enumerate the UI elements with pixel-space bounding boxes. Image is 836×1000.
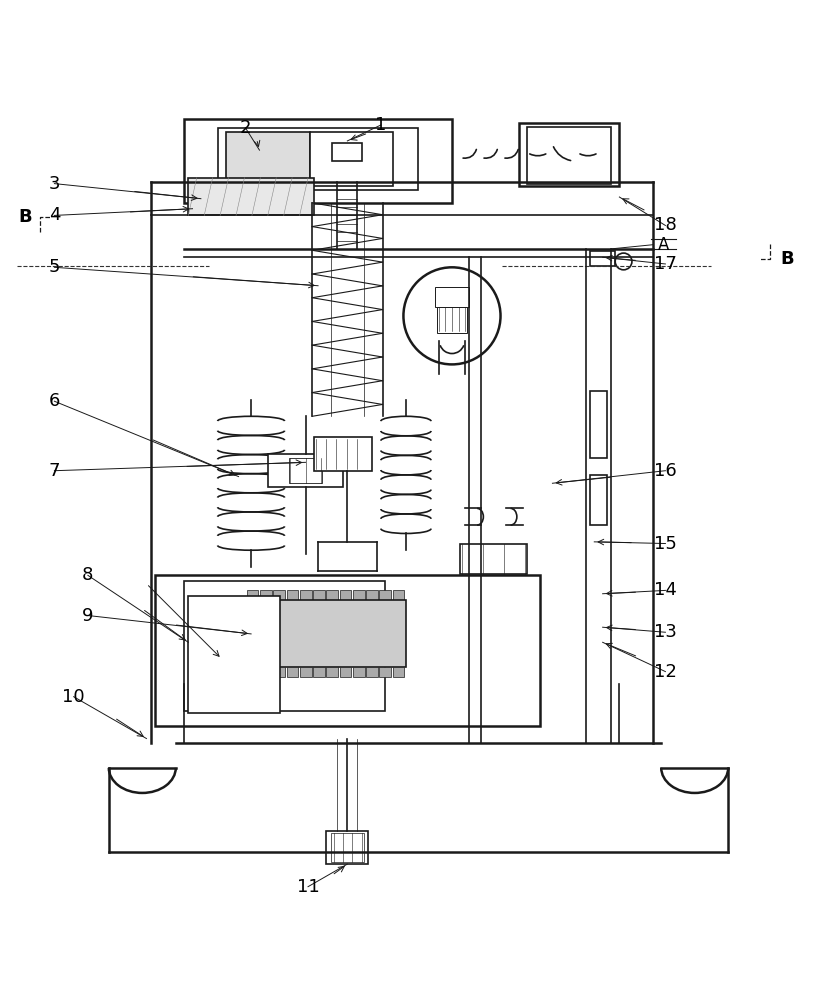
Bar bbox=[286, 590, 298, 600]
Text: 17: 17 bbox=[653, 255, 676, 273]
Bar bbox=[366, 667, 377, 677]
Bar bbox=[436, 307, 466, 333]
Bar bbox=[379, 667, 390, 677]
Bar bbox=[299, 590, 311, 600]
Bar bbox=[217, 128, 418, 190]
Text: 1: 1 bbox=[375, 116, 386, 134]
Bar bbox=[339, 590, 351, 600]
Text: 15: 15 bbox=[653, 535, 676, 553]
Text: 4: 4 bbox=[48, 206, 60, 224]
Bar bbox=[273, 667, 284, 677]
Text: 3: 3 bbox=[48, 175, 60, 193]
Bar bbox=[226, 132, 309, 186]
Text: 11: 11 bbox=[296, 878, 319, 896]
Bar bbox=[435, 287, 468, 307]
Bar bbox=[247, 667, 258, 677]
Bar bbox=[339, 667, 351, 677]
Bar bbox=[392, 667, 404, 677]
Bar bbox=[353, 667, 364, 677]
Bar bbox=[353, 590, 364, 600]
Bar bbox=[326, 831, 368, 864]
Bar bbox=[273, 590, 284, 600]
Bar bbox=[260, 667, 272, 677]
Bar bbox=[313, 667, 324, 677]
Bar bbox=[188, 596, 280, 713]
Bar bbox=[184, 581, 385, 711]
Bar bbox=[589, 251, 614, 266]
Bar bbox=[188, 178, 314, 215]
Bar bbox=[184, 119, 451, 203]
Bar bbox=[286, 667, 298, 677]
Bar bbox=[332, 143, 362, 161]
Circle shape bbox=[403, 267, 500, 364]
Bar bbox=[288, 458, 322, 483]
Text: A: A bbox=[657, 236, 669, 254]
Text: B: B bbox=[18, 208, 32, 226]
Text: 12: 12 bbox=[653, 663, 676, 681]
Text: B: B bbox=[779, 250, 793, 268]
Bar bbox=[326, 590, 338, 600]
Text: 14: 14 bbox=[653, 581, 676, 599]
Bar bbox=[366, 590, 377, 600]
Bar bbox=[299, 667, 311, 677]
Bar bbox=[155, 575, 539, 726]
Bar bbox=[309, 132, 393, 186]
Circle shape bbox=[614, 253, 631, 270]
Bar bbox=[247, 590, 258, 600]
Bar bbox=[392, 590, 404, 600]
Bar bbox=[460, 544, 527, 574]
Text: 6: 6 bbox=[48, 392, 60, 410]
Text: 2: 2 bbox=[239, 119, 251, 137]
Text: 18: 18 bbox=[653, 216, 676, 234]
Bar bbox=[247, 600, 405, 667]
Text: 10: 10 bbox=[62, 688, 85, 706]
Bar bbox=[589, 391, 606, 458]
Bar bbox=[313, 590, 324, 600]
Bar bbox=[314, 437, 372, 471]
Bar bbox=[330, 833, 364, 862]
Bar bbox=[527, 127, 610, 184]
Text: 16: 16 bbox=[653, 462, 676, 480]
Bar bbox=[379, 590, 390, 600]
Text: 9: 9 bbox=[82, 607, 94, 625]
Bar bbox=[268, 454, 343, 487]
Bar bbox=[260, 590, 272, 600]
Text: 7: 7 bbox=[48, 462, 60, 480]
Bar bbox=[589, 475, 606, 525]
Text: 8: 8 bbox=[82, 566, 94, 584]
Text: 13: 13 bbox=[653, 623, 676, 641]
Bar bbox=[518, 123, 619, 186]
Text: 5: 5 bbox=[48, 258, 60, 276]
Bar bbox=[326, 667, 338, 677]
